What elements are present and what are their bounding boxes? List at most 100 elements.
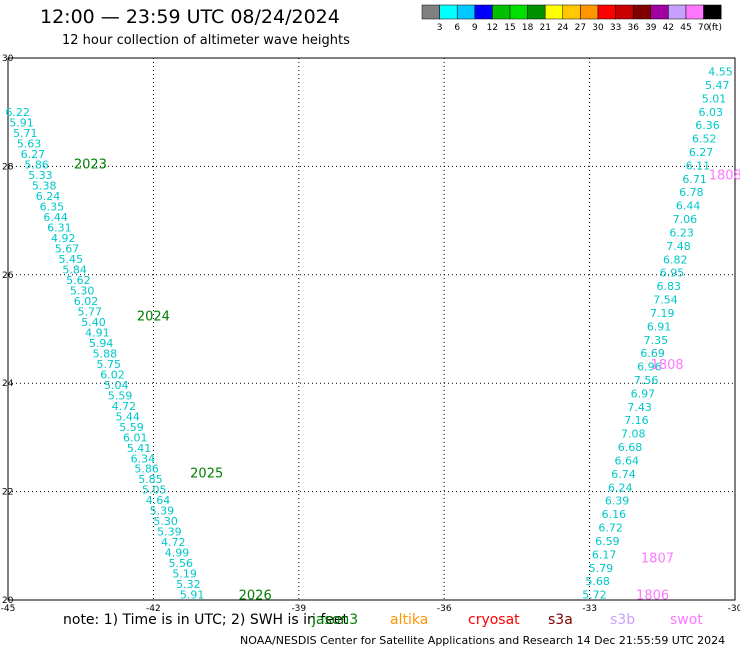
data-point-label: 5.94	[89, 337, 114, 350]
data-point-label: 6.44	[43, 211, 68, 224]
plot-frame	[7, 57, 736, 601]
data-point-label: 6.95	[660, 267, 685, 280]
data-point-label: 7.35	[644, 334, 669, 347]
data-point-label: 6.59	[595, 535, 620, 548]
data-point-label: 5.63	[17, 138, 42, 151]
colorbar-swatch	[580, 4, 599, 20]
data-point-label: 5.62	[66, 274, 91, 287]
data-point-label: 6.27	[21, 148, 46, 161]
data-point-label: 6.44	[676, 200, 701, 213]
data-point-label: 6.03	[699, 106, 724, 119]
data-point-label: 7.56	[634, 374, 659, 387]
data-point-label: 6.35	[40, 201, 65, 214]
data-point-label: 7.54	[653, 294, 678, 307]
data-point-label: 5.77	[78, 305, 103, 318]
data-point-label: 5.44	[115, 410, 140, 423]
chart-annotation: 2025	[190, 467, 223, 482]
data-point-label: 6.97	[631, 387, 656, 400]
data-point-label: 6.39	[605, 495, 630, 508]
mission-legend-item: swot	[670, 612, 703, 628]
data-point-label: 5.71	[13, 127, 38, 140]
x-tick-label: -30	[728, 604, 740, 614]
mission-legend-item: cryosat	[468, 612, 520, 628]
data-point-label: 7.48	[666, 240, 691, 253]
data-point-label: 6.02	[100, 368, 125, 381]
colorbar-label: 27	[575, 23, 586, 33]
colorbar-swatch	[597, 4, 616, 20]
data-point-label: 6.27	[689, 146, 714, 159]
data-point-label: 5.59	[108, 389, 133, 402]
colorbar-swatch	[456, 4, 476, 20]
data-point-label: 5.01	[702, 92, 727, 105]
colorbar-label: 45	[680, 23, 691, 33]
data-point-label: 6.82	[663, 253, 688, 266]
mission-legend-item: altika	[390, 612, 429, 628]
data-point-label: 5.40	[81, 316, 106, 329]
data-point-label: 5.88	[93, 347, 118, 360]
colorbar-swatch	[668, 4, 687, 20]
data-point-label: 4.72	[112, 400, 137, 413]
data-point-label: 5.86	[24, 159, 49, 172]
data-point-label: 6.74	[611, 468, 636, 481]
colorbar-label: 30	[592, 23, 604, 33]
data-point-label: 5.79	[589, 562, 614, 575]
data-point-label: 6.22	[5, 106, 30, 119]
colorbar-swatch	[544, 4, 564, 20]
data-point-label: 6.11	[686, 159, 711, 172]
data-point-label: 6.68	[618, 441, 643, 454]
data-point-label: 6.71	[682, 173, 707, 186]
data-point-label: 5.56	[169, 557, 194, 570]
data-point-label: 5.47	[705, 79, 730, 92]
data-point-label: 6.36	[695, 119, 720, 132]
data-point-label: 4.72	[161, 536, 186, 549]
data-point-label: 4.55	[708, 66, 733, 79]
mission-legend-item: s3a	[548, 612, 573, 628]
data-point-label: 6.96	[637, 361, 662, 374]
colorbar-label: 39	[645, 23, 657, 33]
data-point-label: 6.16	[602, 508, 627, 521]
data-point-label: 6.31	[47, 222, 72, 235]
data-point-label: 5.45	[59, 253, 84, 266]
data-point-label: 5.91	[9, 117, 34, 130]
data-point-label: 5.39	[157, 526, 182, 539]
y-tick-label: 30	[2, 54, 14, 64]
x-tick-label: -42	[146, 604, 161, 614]
data-point-label: 6.17	[592, 548, 617, 561]
data-point-label: 6.52	[692, 133, 717, 146]
chart-annotation: 1807	[641, 552, 674, 567]
colorbar-swatch	[650, 4, 669, 20]
chart-subtitle: 12 hour collection of altimeter wave hei…	[62, 33, 350, 48]
data-point-label: 5.30	[153, 515, 178, 528]
colorbar-label: 42	[663, 23, 674, 33]
colorbar-label: 15	[504, 23, 515, 33]
colorbar-swatch	[632, 4, 652, 20]
data-point-label: 5.91	[180, 589, 205, 602]
colorbar-swatch	[527, 4, 546, 20]
data-point-label: 5.86	[134, 463, 159, 476]
data-point-label: 5.19	[172, 568, 197, 581]
mission-legend-item: jason3	[312, 612, 359, 628]
data-point-label: 5.04	[104, 379, 129, 392]
data-point-label: 4.64	[146, 494, 171, 507]
colorbar-swatch	[492, 4, 511, 20]
data-point-label: 4.91	[85, 326, 110, 339]
data-point-label: 7.19	[650, 307, 675, 320]
data-point-label: 6.24	[36, 190, 61, 203]
data-point-label: 5.72	[582, 589, 607, 602]
data-point-label: 6.24	[608, 481, 633, 494]
colorbar-swatch	[421, 4, 440, 20]
chart-annotation: 2024	[137, 309, 170, 324]
data-point-label: 5.68	[585, 575, 610, 588]
colorbar-swatch	[615, 4, 634, 20]
colorbar-unit: (ft)	[708, 23, 722, 33]
chart-annotation: 2023	[74, 158, 107, 173]
data-point-label: 6.78	[679, 186, 704, 199]
x-tick-label: -33	[582, 604, 597, 614]
y-tick-label: 24	[2, 379, 14, 389]
data-point-label: 6.72	[598, 522, 623, 535]
data-point-label: 7.08	[621, 428, 646, 441]
footer-credit: NOAA/NESDIS Center for Satellite Applica…	[240, 634, 726, 647]
data-point-label: 5.33	[28, 169, 53, 182]
data-point-label: 6.64	[615, 454, 640, 467]
